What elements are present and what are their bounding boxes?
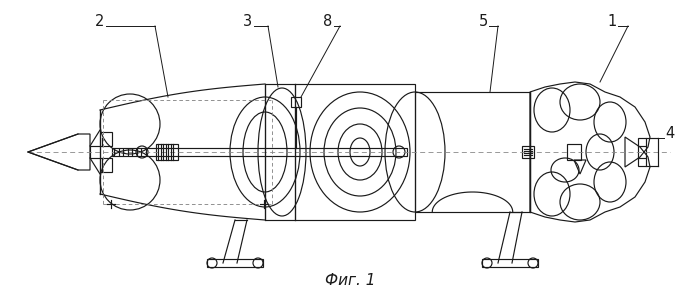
Text: 1: 1 <box>607 14 616 29</box>
Bar <box>522 146 534 158</box>
Bar <box>100 132 112 146</box>
Bar <box>112 148 407 156</box>
Text: 8: 8 <box>323 14 333 29</box>
Text: Фиг. 1: Фиг. 1 <box>325 273 376 288</box>
Text: 3: 3 <box>244 14 253 29</box>
Bar <box>482 259 538 267</box>
Text: 2: 2 <box>96 14 105 29</box>
Bar <box>638 138 646 166</box>
Text: 5: 5 <box>478 14 488 29</box>
Bar <box>265 84 415 220</box>
Bar <box>567 144 581 160</box>
Bar <box>100 158 112 172</box>
Bar <box>415 92 530 212</box>
Bar <box>291 97 301 107</box>
Text: 4: 4 <box>665 127 675 142</box>
Bar <box>207 259 263 267</box>
Bar <box>156 144 177 160</box>
Bar <box>90 146 100 158</box>
